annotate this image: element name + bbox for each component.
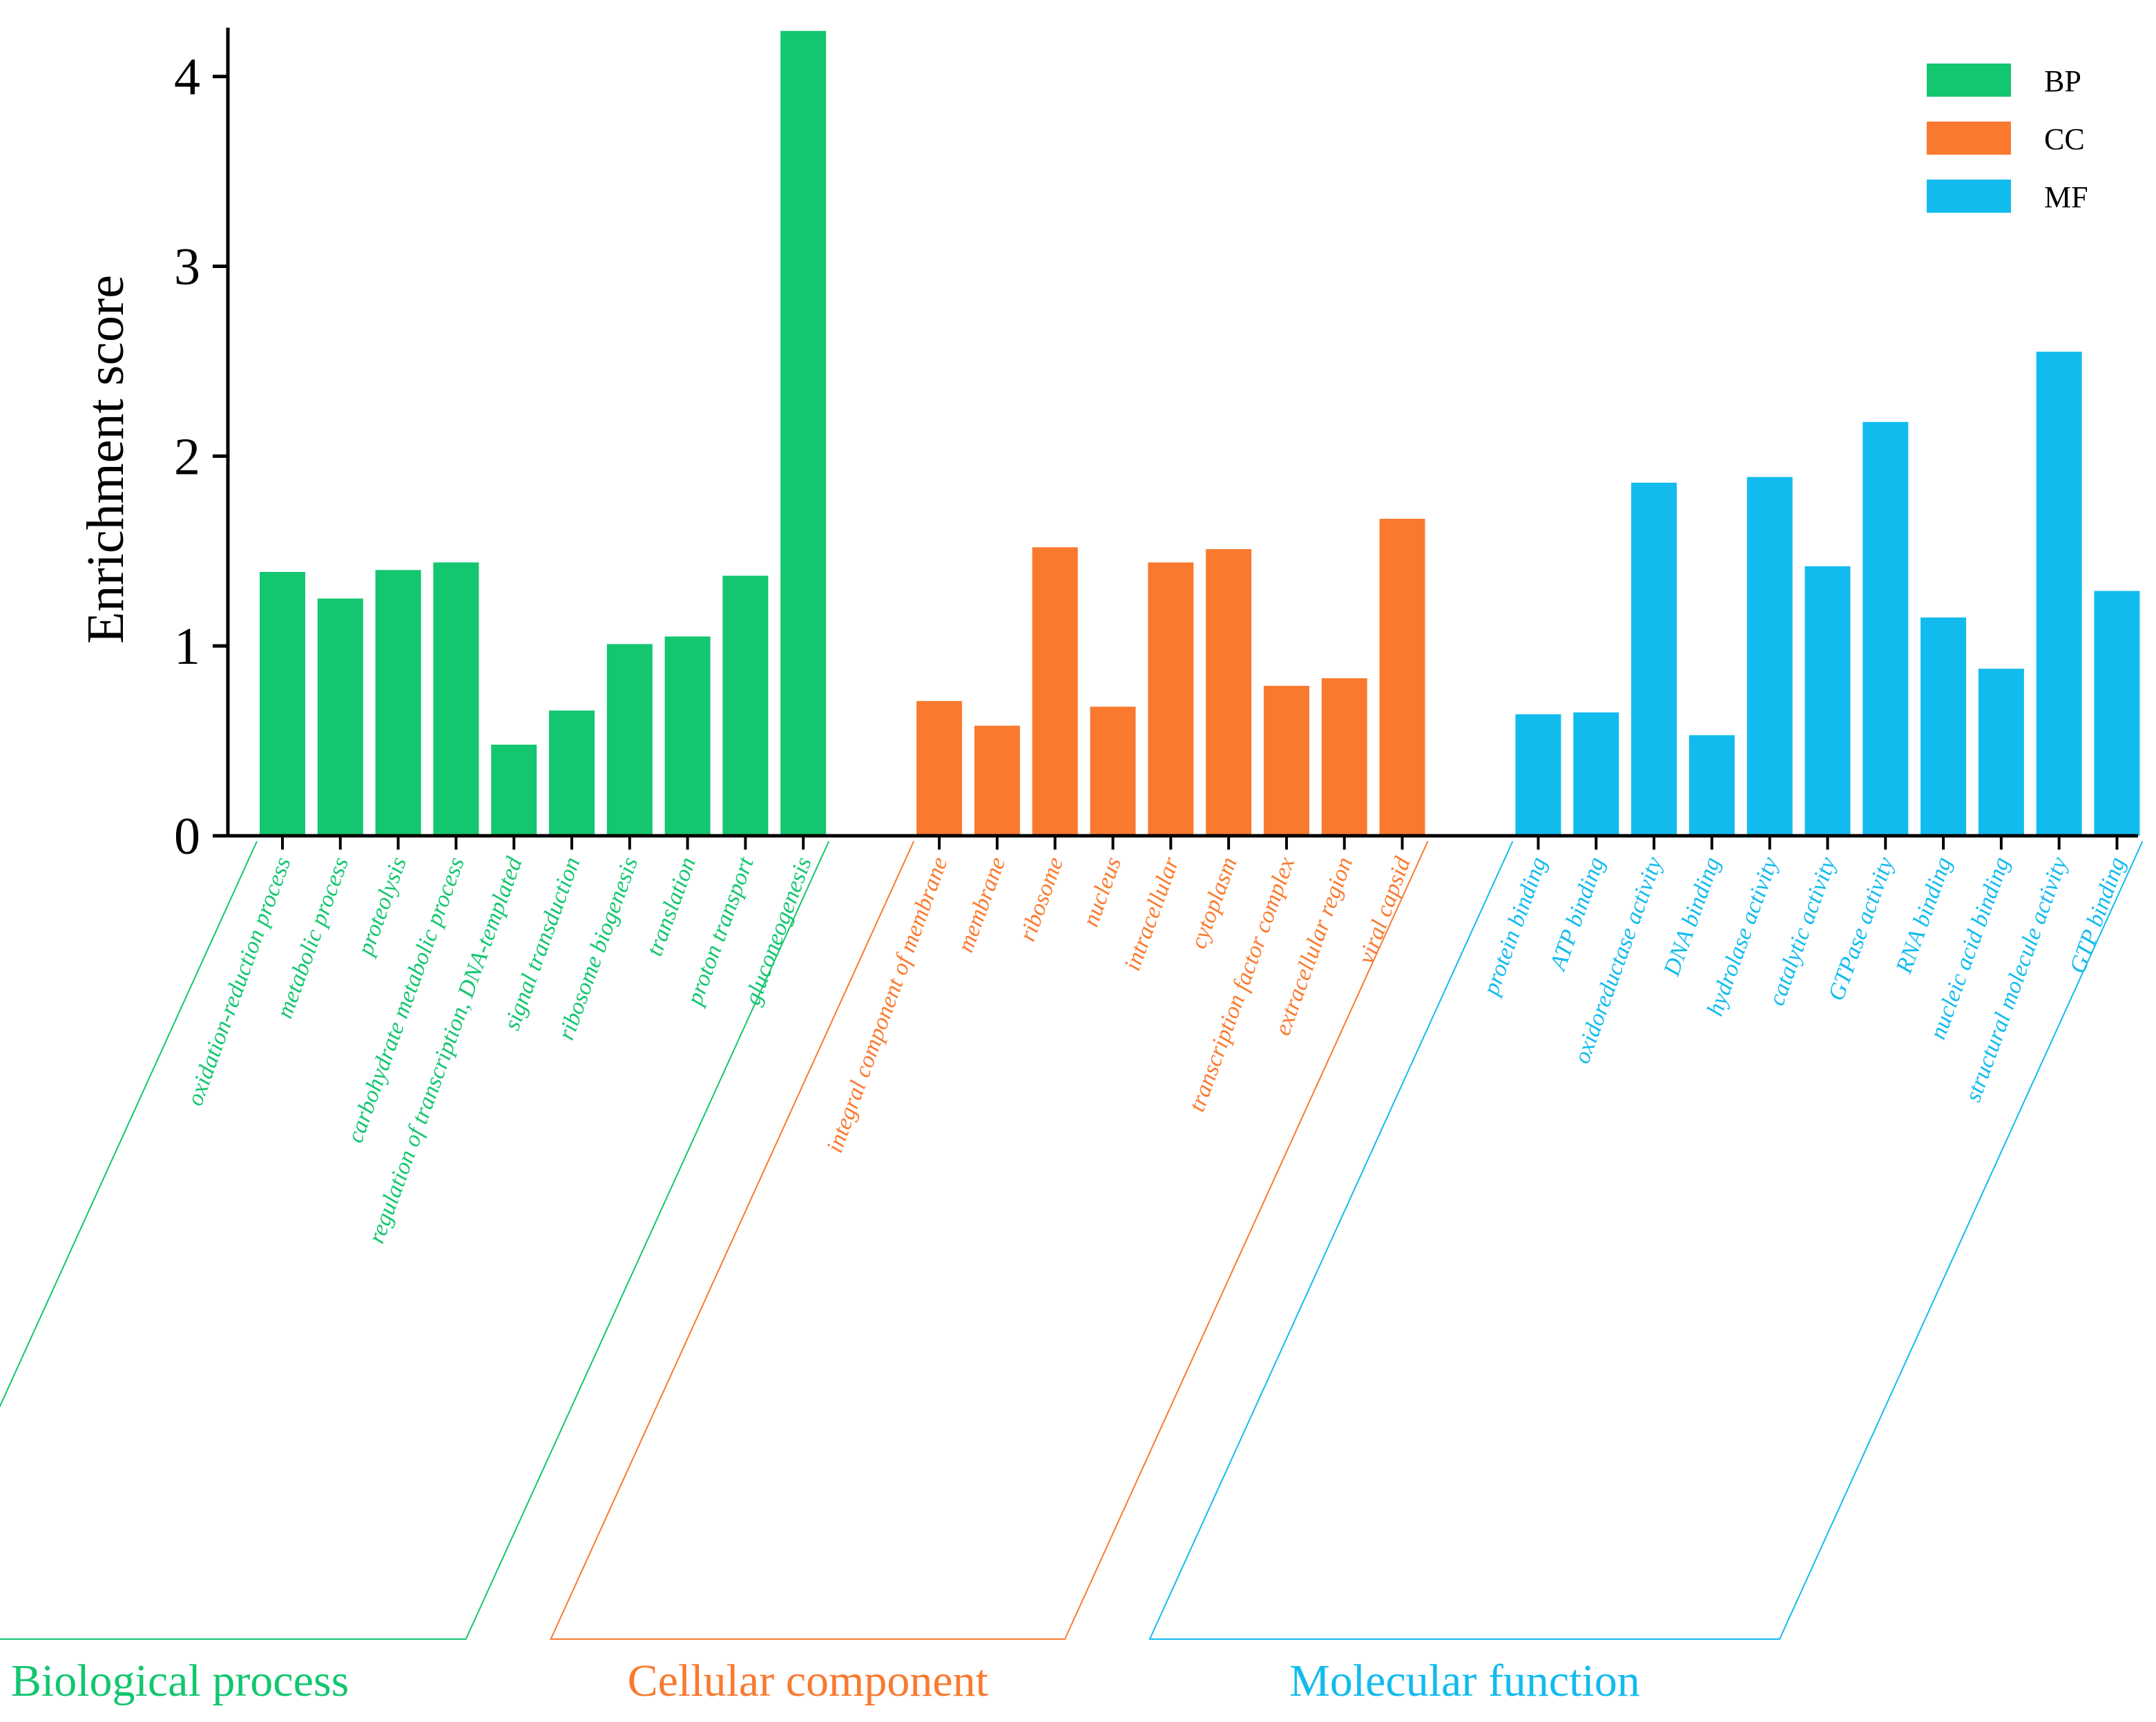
group-bracket-cc xyxy=(550,841,1429,1640)
bar-bp xyxy=(317,598,363,836)
category-label: DNA binding xyxy=(1659,854,1726,980)
bar-cc xyxy=(1379,519,1425,836)
legend-swatch-mf xyxy=(1927,180,2011,213)
legend-label-cc: CC xyxy=(2044,122,2085,156)
bar-cc xyxy=(916,700,963,836)
group-title-mf: Molecular function xyxy=(1289,1656,1640,1706)
group-title-cc: Cellular component xyxy=(628,1656,988,1706)
bar-mf xyxy=(1978,669,2024,836)
bar-mf xyxy=(1863,421,1909,836)
category-label: proteolysis xyxy=(352,854,412,960)
bar-bp xyxy=(433,562,479,836)
bar-mf xyxy=(1746,477,1793,836)
bar-cc xyxy=(974,725,1020,836)
group-brackets: Biological process Cellular component Mole… xyxy=(0,841,2144,1706)
legend-swatch-bp xyxy=(1927,64,2011,97)
y-tick-label: 1 xyxy=(174,618,200,676)
bar-bp xyxy=(722,575,769,836)
bar-cc xyxy=(1321,678,1367,836)
bar-cc xyxy=(1032,547,1078,836)
bar-bp xyxy=(606,644,653,836)
y-ticks: 0 1 2 3 4 xyxy=(174,48,228,865)
bar-mf xyxy=(1804,566,1851,836)
legend-label-bp: BP xyxy=(2044,64,2081,98)
group-bracket-mf xyxy=(1148,841,2144,1640)
category-label: intracellular xyxy=(1119,853,1184,974)
bar-bp xyxy=(375,570,421,836)
category-label: RNA binding xyxy=(1891,854,1956,977)
bar-bp xyxy=(260,571,305,836)
bar-mf xyxy=(1631,482,1677,836)
legend: BP CC MF xyxy=(1927,64,2088,214)
legend-label-mf: MF xyxy=(2044,180,2088,214)
category-label: cytoplasm xyxy=(1186,854,1242,952)
bar-bp xyxy=(549,710,595,836)
category-label: membrane xyxy=(953,854,1011,956)
bar-cc xyxy=(1206,549,1252,836)
category-label: GTP binding xyxy=(2065,854,2130,977)
category-label: nucleus xyxy=(1078,854,1126,930)
bar-bp xyxy=(491,745,537,836)
axes-layer xyxy=(226,28,2138,838)
bars-layer xyxy=(260,30,2140,836)
y-tick-label: 4 xyxy=(174,48,200,106)
bar-mf xyxy=(1515,714,1561,836)
bar-mf xyxy=(1921,617,1967,836)
group-title-bp: Biological process xyxy=(11,1656,349,1706)
category-label: transcription factor complex xyxy=(1184,854,1300,1115)
category-label: viral capsid xyxy=(1354,853,1416,967)
legend-swatch-cc xyxy=(1927,122,2011,155)
y-tick-label: 3 xyxy=(174,238,200,296)
bar-bp xyxy=(664,636,711,836)
bar-mf xyxy=(1573,712,1619,836)
category-label: translation xyxy=(642,854,701,959)
bar-mf xyxy=(1688,735,1735,836)
group-bracket-bp xyxy=(0,841,830,1640)
category-label: ribosome xyxy=(1014,854,1068,945)
category-label: protein binding xyxy=(1478,854,1552,999)
bar-cc xyxy=(1263,685,1309,836)
y-tick-label: 2 xyxy=(174,428,200,486)
y-tick-label: 0 xyxy=(174,807,200,865)
bar-mf xyxy=(2094,591,2140,836)
bar-bp xyxy=(780,30,827,836)
bar-mf xyxy=(2036,352,2082,836)
y-axis-label: Enrichment score xyxy=(77,275,135,644)
category-label: ATP binding xyxy=(1545,854,1610,975)
bar-cc xyxy=(1148,562,1194,836)
category-label: oxidation-reduction process xyxy=(182,854,296,1109)
bar-cc xyxy=(1090,707,1136,836)
